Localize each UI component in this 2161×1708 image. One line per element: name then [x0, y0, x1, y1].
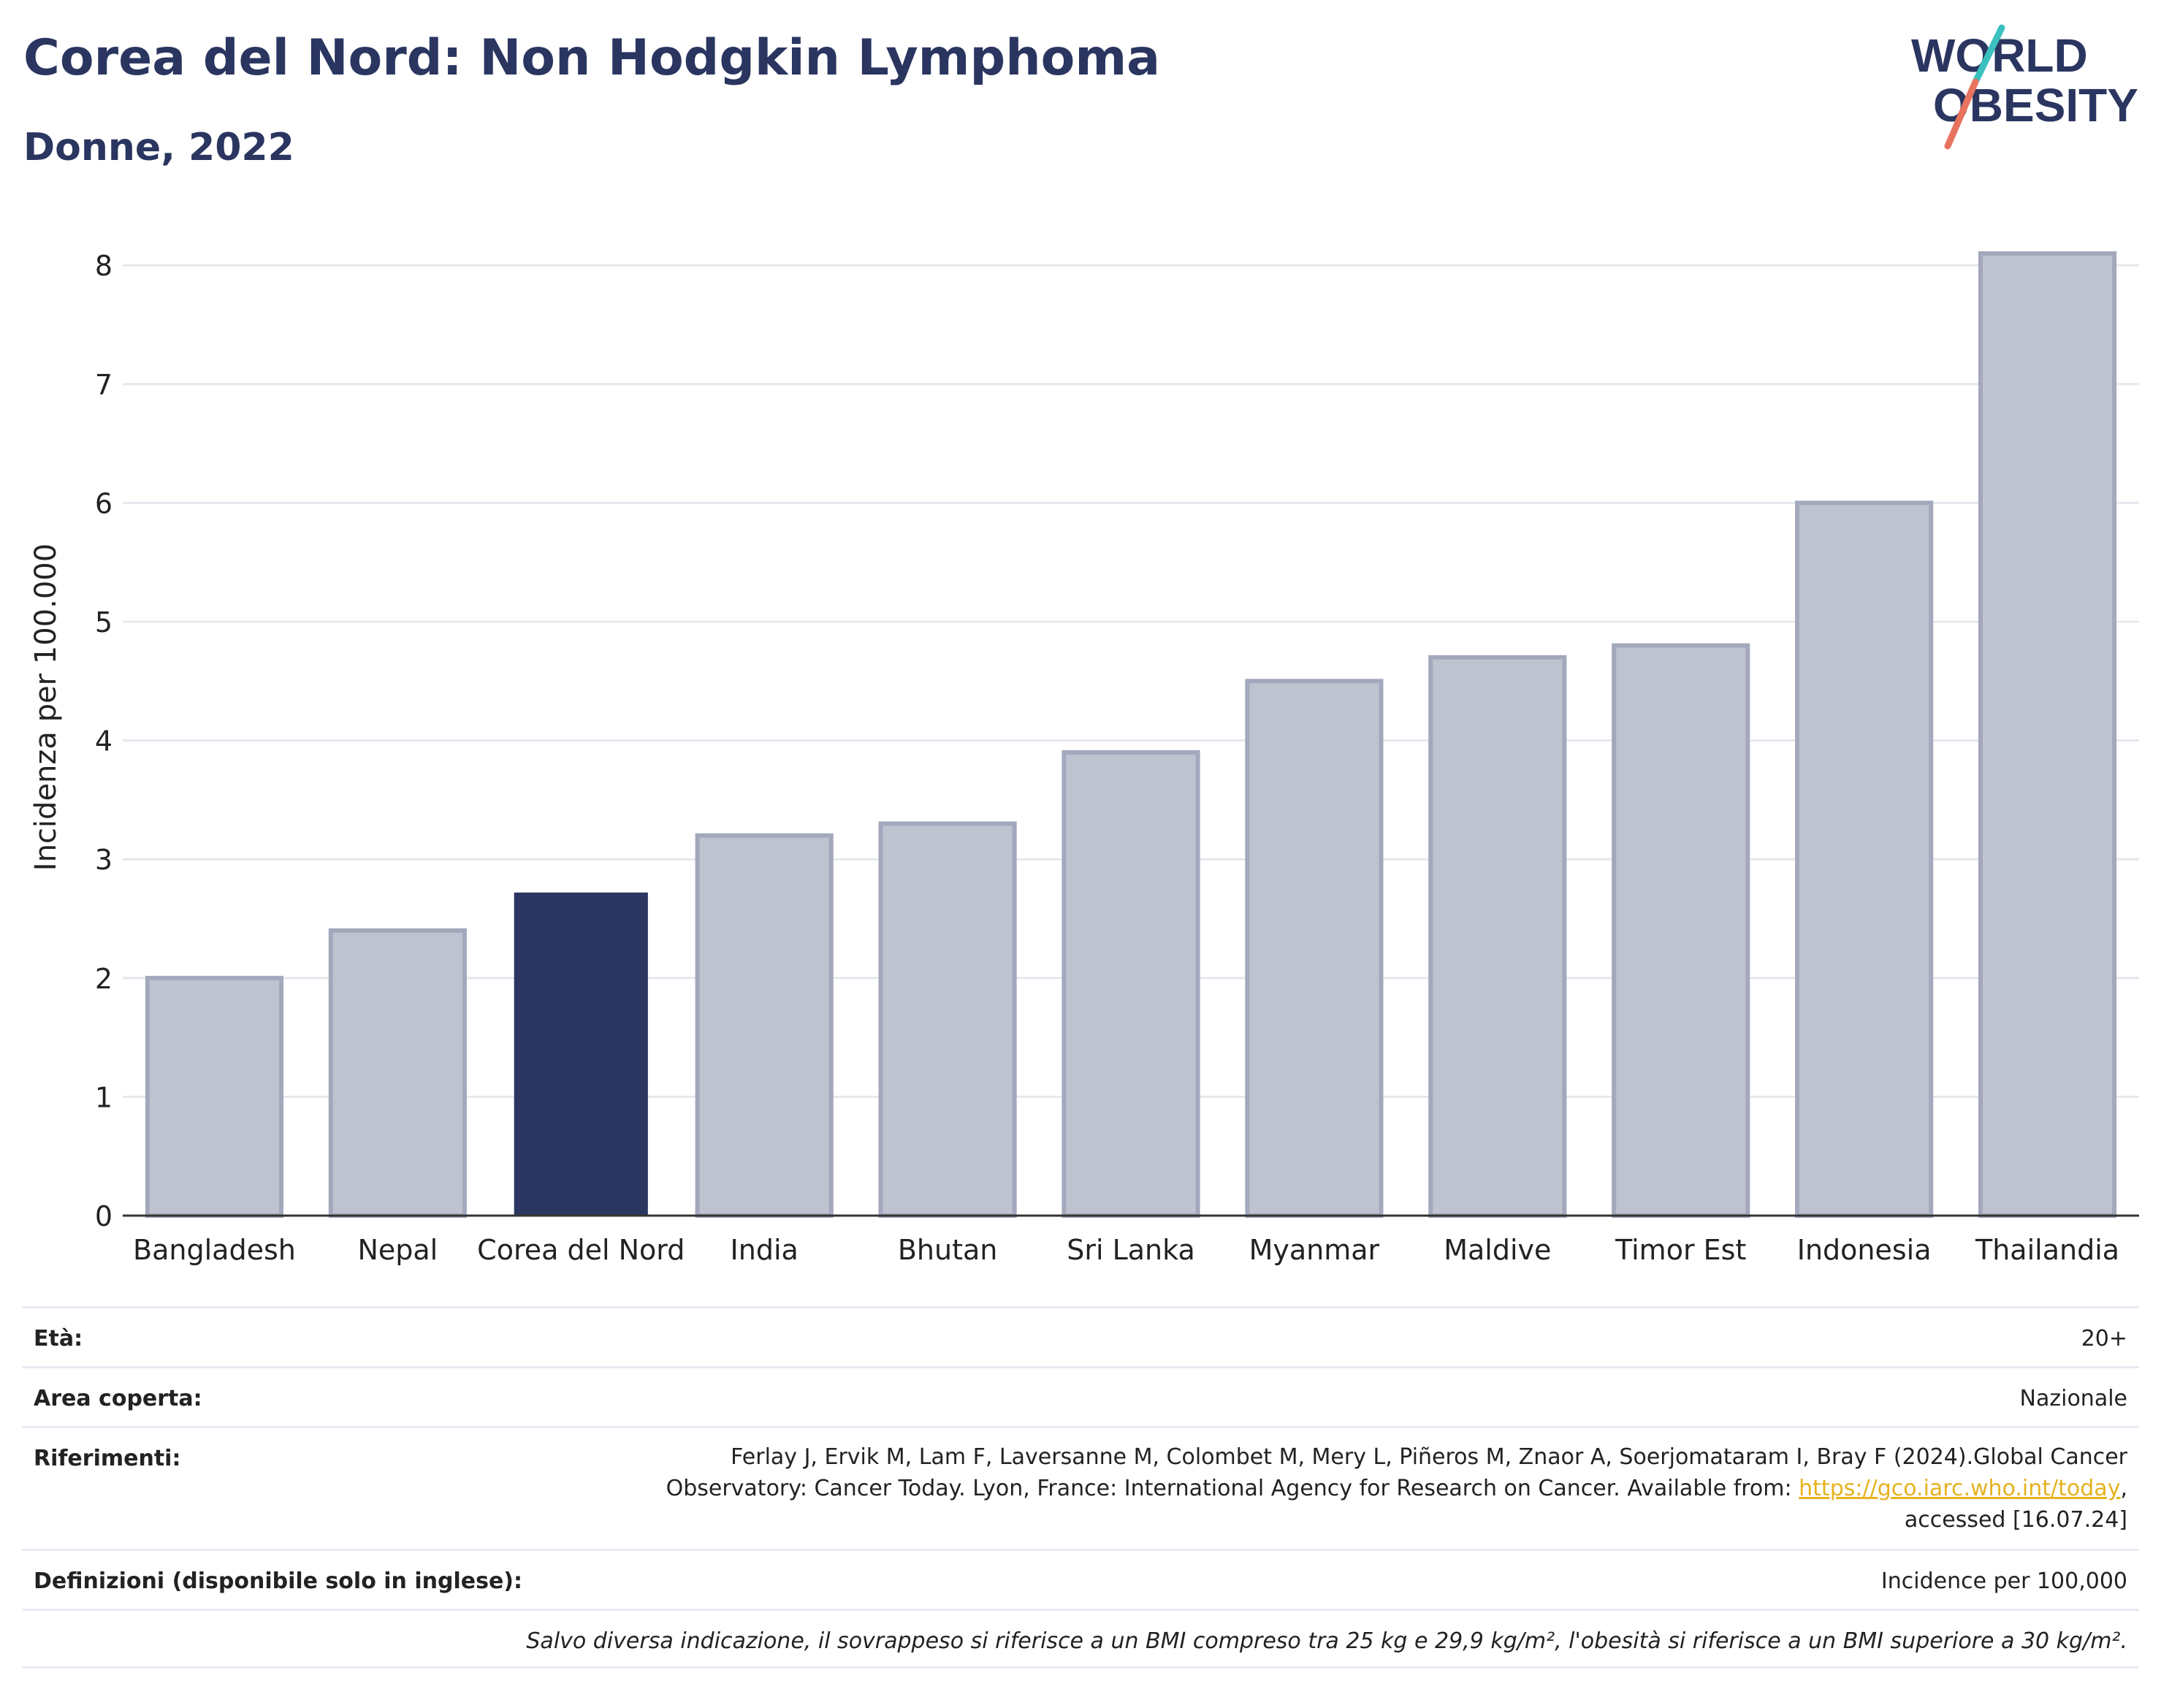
y-tick-labels: 0 1 2 3 4 5 6 7 8 — [95, 250, 113, 1232]
row-references: Riferimenti: Ferlay J, Ervik M, Lam F, L… — [22, 1426, 2139, 1549]
references-line-2-suffix: , — [2120, 1476, 2127, 1501]
y-tick-label: 6 — [95, 487, 113, 519]
bar-timor-est — [1612, 643, 1750, 1218]
row-note: Salvo diversa indicazione, il sovrappeso… — [22, 1609, 2139, 1669]
references-link[interactable]: https://gco.iarc.who.int/today — [1799, 1476, 2121, 1501]
row-area: Area coperta: Nazionale — [22, 1366, 2139, 1426]
x-tick-label: India — [731, 1234, 799, 1266]
bmi-note: Salvo diversa indicazione, il sovrappeso… — [526, 1628, 2127, 1654]
area-label: Area coperta: — [34, 1386, 202, 1411]
y-tick-label: 1 — [95, 1081, 113, 1113]
definitions-value: Incidence per 100,000 — [1880, 1568, 2127, 1594]
bar-maldive — [1428, 655, 1567, 1218]
definitions-label: Definizioni (disponibile solo in inglese… — [34, 1568, 522, 1594]
bar-thailandia — [1978, 251, 2117, 1219]
references-line-2-prefix: Observatory: Cancer Today. Lyon, France:… — [666, 1476, 1799, 1501]
x-tick-label: Timor Est — [1615, 1234, 1746, 1266]
references-line-1: Ferlay J, Ervik M, Lam F, Laversanne M, … — [731, 1444, 2127, 1470]
area-value: Nazionale — [2019, 1386, 2127, 1411]
x-tick-label: Myanmar — [1249, 1234, 1380, 1266]
page-subtitle: Donne, 2022 — [23, 126, 294, 169]
x-tick-labels: Bangladesh Nepal Corea del Nord India Bhutan… — [133, 1234, 2119, 1266]
x-tick-label: Bangladesh — [133, 1234, 296, 1266]
logo-slash-teal — [1972, 24, 2005, 85]
row-definitions: Definizioni (disponibile solo in inglese… — [22, 1549, 2139, 1609]
logo-slash-coral — [1944, 78, 1979, 150]
y-tick-label: 7 — [95, 369, 113, 401]
bar-chart: 0 1 2 3 4 5 6 7 8 Bangladesh Nepal Corea del Nord I… — [29, 250, 2139, 1266]
x-tick-label: Thailandia — [1975, 1234, 2119, 1266]
x-tick-label: Indonesia — [1797, 1234, 1932, 1266]
y-tick-label: 4 — [95, 725, 113, 758]
y-tick-label: 8 — [95, 250, 113, 282]
bar-corea-del-nord — [514, 892, 648, 1216]
info-table: Età: 20+ Area coperta: Nazionale Riferim… — [22, 1306, 2139, 1669]
bars — [145, 251, 2117, 1219]
page-title: Corea del Nord: Non Hodgkin Lymphoma — [23, 29, 1161, 87]
bar-bangladesh — [145, 975, 284, 1219]
row-age: Età: 20+ — [22, 1306, 2139, 1366]
x-tick-label: Nepal — [357, 1234, 438, 1266]
references-line-3: accessed [16.07.24] — [1904, 1507, 2127, 1533]
bar-sri-lanka — [1062, 750, 1200, 1218]
references-label: Riferimenti: — [34, 1446, 181, 1471]
bar-myanmar — [1245, 679, 1384, 1218]
references-value: Ferlay J, Ervik M, Lam F, Laversanne M, … — [666, 1441, 2127, 1536]
age-label: Età: — [34, 1326, 83, 1351]
bar-nepal — [328, 928, 467, 1218]
world-obesity-logo: WORLD OBESITY — [1911, 24, 2138, 150]
bar-bhutan — [878, 821, 1017, 1219]
age-value: 20+ — [2081, 1326, 2127, 1351]
y-tick-label: 3 — [95, 844, 113, 876]
x-tick-label: Corea del Nord — [477, 1234, 685, 1266]
x-tick-label: Sri Lanka — [1067, 1234, 1195, 1266]
x-tick-label: Bhutan — [898, 1234, 998, 1266]
x-tick-label: Maldive — [1444, 1234, 1551, 1266]
y-tick-label: 2 — [95, 963, 113, 995]
y-axis-title: Incidenza per 100.000 — [29, 544, 63, 871]
y-tick-label: 0 — [95, 1200, 113, 1232]
y-tick-label: 5 — [95, 606, 113, 638]
bar-indonesia — [1795, 500, 1934, 1218]
bar-india — [695, 833, 834, 1219]
